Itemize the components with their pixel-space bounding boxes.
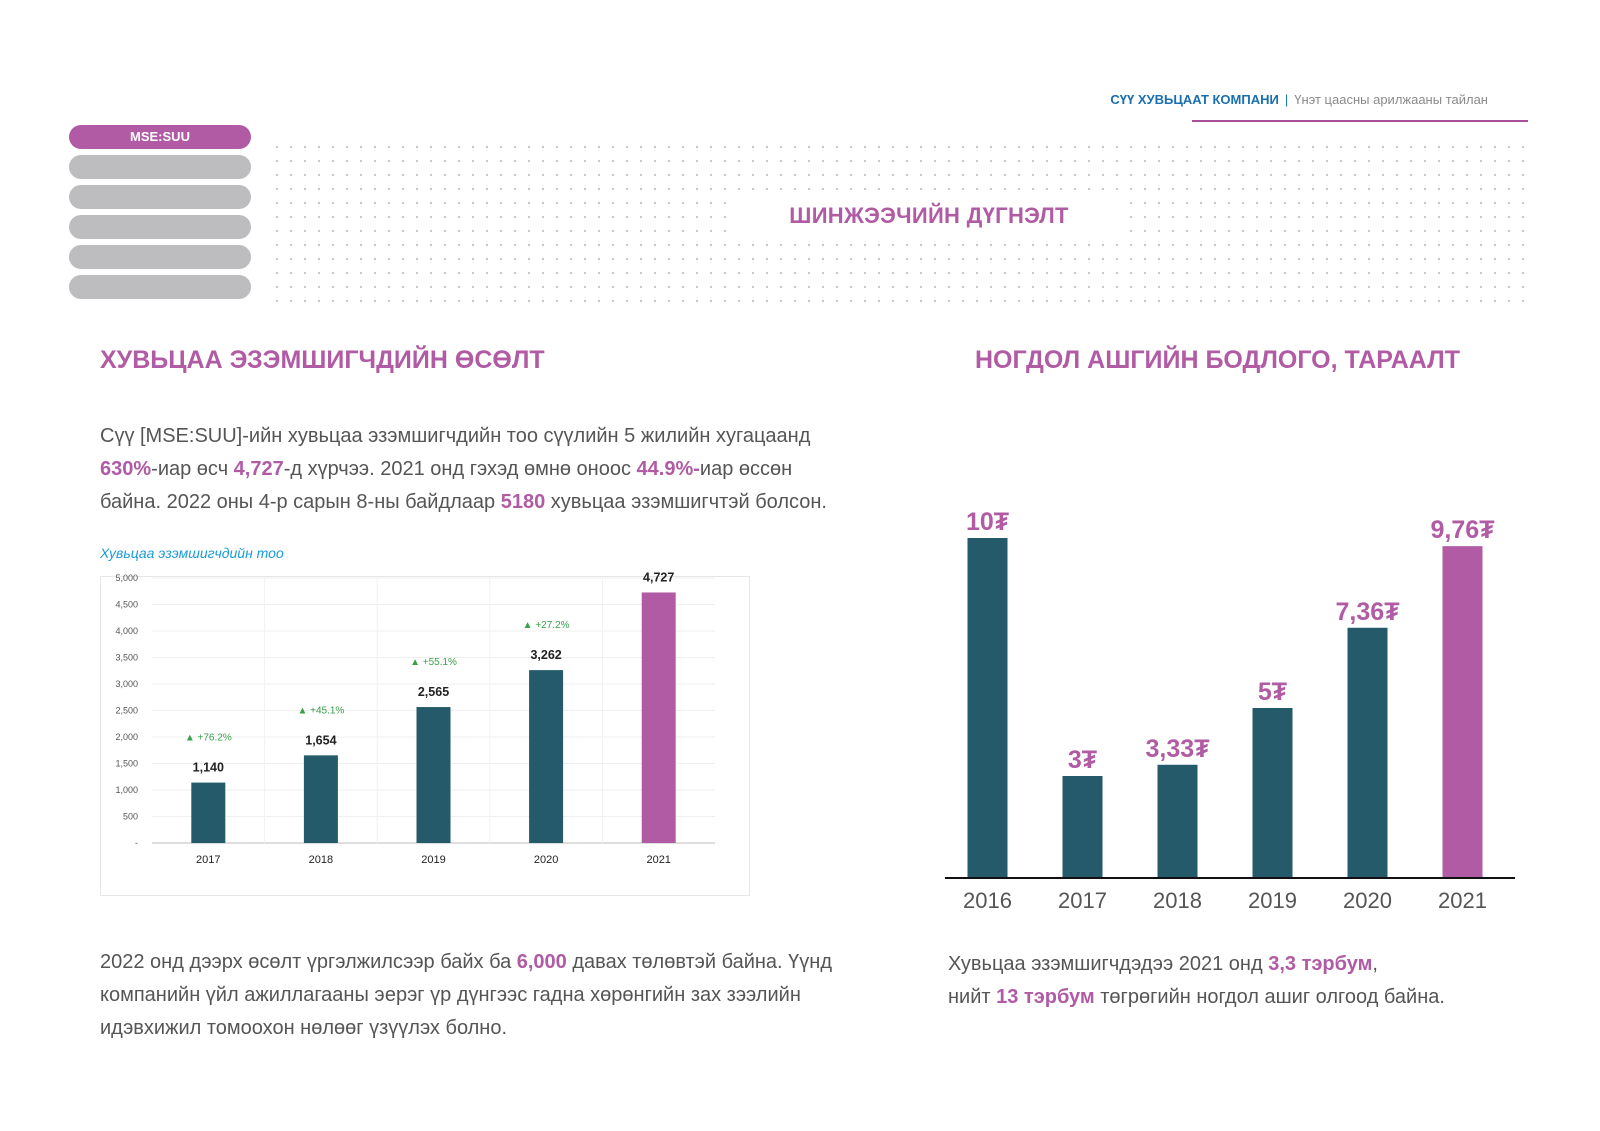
bar-2021 — [641, 592, 676, 843]
right-para-line1: Хувьцаа эзэмшигчдэдээ 2021 онд 3,3 тэрбу… — [948, 953, 1378, 975]
bar-2019 — [416, 707, 451, 843]
bar-value-label: 2,565 — [418, 685, 449, 699]
bar-2018 — [1157, 764, 1198, 878]
x-tick-label: 2019 — [1248, 888, 1297, 913]
bar-2018 — [303, 755, 338, 843]
side-tab-mse-suu[interactable]: MSE:SUU — [69, 125, 251, 149]
x-tick-label: 2018 — [1153, 888, 1202, 913]
x-tick-label: 2020 — [534, 854, 558, 866]
bar-2021 — [1442, 546, 1483, 878]
bar-value-label: 10₮ — [966, 508, 1009, 536]
bar-value-label: 5₮ — [1258, 678, 1287, 706]
x-tick-label: 2021 — [646, 854, 670, 866]
report-header: СҮҮ ХУВЬЦААТ КОМПАНИ | Үнэт цаасны арилжаа… — [1110, 92, 1488, 107]
side-tab-6[interactable] — [69, 275, 251, 299]
growth-label: ▲ +27.2% — [523, 620, 570, 631]
left-heading: ХУВЬЦАА ЭЗЭМШИГЧДИЙН ӨСӨЛТ — [100, 346, 545, 374]
report-name: Үнэт цаасны арилжааны тайлан — [1294, 92, 1488, 107]
x-tick-label: 2017 — [1058, 888, 1107, 913]
shareholders-bar-chart: - 500 1,000 1,500 2,000 2,500 3,000 3,500 4,000 4… — [115, 570, 715, 866]
y-tick-label: 4,000 — [115, 626, 138, 636]
x-tick-label: 2019 — [421, 854, 445, 866]
y-tick-label: - — [135, 838, 138, 848]
x-tick-label: 2021 — [1438, 888, 1487, 913]
x-tick-label: 2017 — [196, 854, 220, 866]
growth-label: ▲ +55.1% — [410, 657, 457, 668]
header-underline — [1192, 120, 1528, 122]
y-tick-label: 2,500 — [115, 706, 138, 716]
company-name: СҮҮ ХУВЬЦААТ КОМПАНИ — [1110, 92, 1279, 107]
left-para2-line2: компанийн үйл ажиллагааны эерэг үр дүнгэ… — [100, 984, 801, 1006]
growth-label: ▲ +45.1% — [297, 705, 344, 716]
section-title: ШИНЖЭЭЧИЙН ДҮГНЭЛТ — [732, 190, 1126, 242]
left-para2-line3: идэвхижил томоохон нөлөөг үзүүлэх болно. — [100, 1017, 508, 1039]
growth-label: ▲ +76.2% — [185, 733, 232, 744]
y-tick-label: 1,500 — [115, 759, 138, 769]
right-paragraph: Хувьцаа эзэмшигчдэдээ 2021 онд 3,3 тэрбу… — [948, 948, 1445, 1014]
dividend-bar-chart: 10₮ 2016 3₮ 2017 3,33₮ 2018 5₮ 2019 7,36₮ 2020 9,7… — [945, 508, 1515, 913]
bar-2017 — [191, 782, 226, 843]
side-tab-3[interactable] — [69, 185, 251, 209]
bar-2017 — [1062, 776, 1103, 878]
header-separator: | — [1284, 92, 1289, 107]
y-tick-label: 5,000 — [115, 573, 138, 583]
bar-2020 — [1347, 627, 1388, 878]
right-para-line2: нийт 13 тэрбум төгрөгийн ногдол ашиг олг… — [948, 986, 1445, 1008]
bar-value-label: 3₮ — [1068, 746, 1097, 774]
bar-2016 — [967, 538, 1008, 878]
y-tick-label: 2,000 — [115, 732, 138, 742]
bar-value-label: 9,76₮ — [1431, 516, 1495, 544]
y-tick-label: 1,000 — [115, 785, 138, 795]
left-para1-line3: байна. 2022 оны 4-р сарын 8-ны байдлаар … — [100, 491, 827, 513]
left-para1-line1: Сүү [MSE:SUU]-ийн хувьцаа эзэмшигчдийн т… — [100, 425, 811, 447]
bar-value-label: 4,727 — [643, 570, 674, 584]
bar-value-label: 1,140 — [193, 761, 224, 775]
right-heading: НОГДОЛ АШГИЙН БОДЛОГО, ТАРААЛТ — [975, 346, 1460, 374]
chart1-frame — [100, 576, 750, 896]
chart-caption: Хувьцаа эзэмшигчдийн тоо — [100, 545, 284, 561]
x-tick-label: 2016 — [963, 888, 1012, 913]
bar-value-label: 1,654 — [305, 733, 336, 747]
side-tabs: MSE:SUU — [69, 125, 251, 305]
side-tab-4[interactable] — [69, 215, 251, 239]
side-tab-2[interactable] — [69, 155, 251, 179]
left-para1-line2: 630%-иар өсч 4,727-д хүрчээ. 2021 онд гэ… — [100, 458, 793, 480]
left-paragraph-2: 2022 онд дээрх өсөлт үргэлжилсээр байх б… — [100, 946, 832, 1045]
y-tick-label: 4,500 — [115, 600, 138, 610]
x-tick-label: 2018 — [309, 854, 333, 866]
y-tick-label: 3,500 — [115, 653, 138, 663]
bar-value-label: 7,36₮ — [1336, 598, 1400, 626]
bar-value-label: 3,33₮ — [1146, 735, 1210, 763]
bar-2019 — [1252, 708, 1293, 878]
left-paragraph-1: Сүү [MSE:SUU]-ийн хувьцаа эзэмшигчдийн т… — [100, 420, 827, 519]
left-para2-line1: 2022 онд дээрх өсөлт үргэлжилсээр байх б… — [100, 951, 833, 973]
side-tab-5[interactable] — [69, 245, 251, 269]
x-tick-label: 2020 — [1343, 888, 1392, 913]
bar-2020 — [529, 670, 564, 843]
y-tick-label: 3,000 — [115, 679, 138, 689]
y-tick-label: 500 — [123, 812, 138, 822]
bar-value-label: 3,262 — [530, 648, 561, 662]
